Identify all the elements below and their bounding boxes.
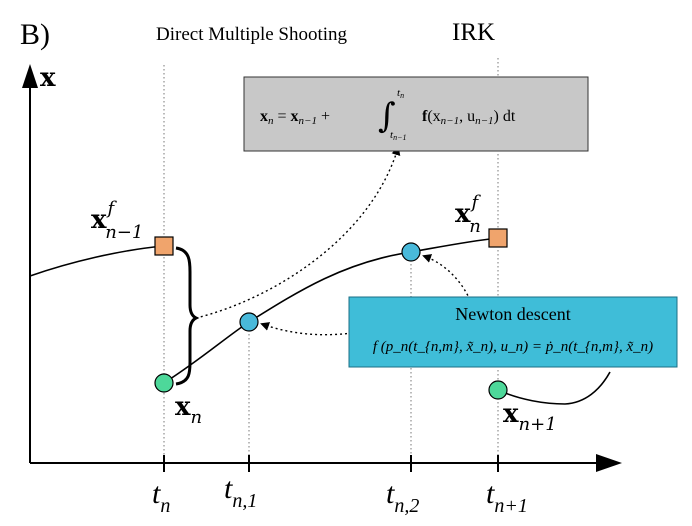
integral-lower-limit: tn−1 <box>390 129 406 142</box>
newton-title: Newton descent <box>455 304 570 324</box>
arrow-newton-to-tn1 <box>260 322 353 336</box>
label-xf-n: xf n <box>455 192 482 237</box>
integral-box-bg <box>243 76 589 152</box>
tick-label-tn1: tn,1 <box>224 472 257 512</box>
integral-sign: ∫ <box>378 96 396 136</box>
newton-descent-box: Newton descent f (p_n(t_{n,m}, x̃_n), u_… <box>348 296 678 368</box>
collocation-node-1 <box>239 312 259 332</box>
shooting-node-xn <box>154 373 174 393</box>
header-direct-multiple-shooting: Direct Multiple Shooting <box>156 24 348 45</box>
integral-formula: xn = xn−1 + <box>260 108 330 127</box>
y-axis-label: x <box>40 63 56 93</box>
trajectory-current <box>163 237 499 384</box>
y-axis-arrowhead <box>22 64 38 88</box>
collocation-node-2 <box>401 242 421 262</box>
end-node-prev-square <box>154 236 174 256</box>
header-irk: IRK <box>452 19 495 46</box>
label-xn: xn <box>175 392 202 428</box>
newton-box-bg <box>348 296 678 368</box>
end-node-n-square <box>488 228 508 248</box>
integral-integrand: f(xn−1, un−1) dt <box>422 108 516 127</box>
panel-label: B) <box>20 18 50 51</box>
label-xf-n-1: xf n−1 <box>91 198 143 243</box>
trajectory-previous <box>29 245 165 277</box>
label-xn+1: xn+1 <box>503 399 557 435</box>
arrow-brace-to-integral <box>195 146 401 319</box>
tick-label-tn+1: tn+1 <box>486 477 528 517</box>
newton-equation: f (p_n(t_{n,m}, x̃_n), u_n) = ṗ_n(t_{n,m… <box>373 339 653 355</box>
integral-upper-limit: tn <box>397 87 404 100</box>
shooting-node-xn+1 <box>488 380 508 400</box>
tick-label-tn: tn <box>152 477 170 517</box>
trajectory-next <box>497 371 611 405</box>
integral-formula-box: xn = xn−1 + ∫ tn tn−1 f(xn−1, un−1) dt <box>243 76 589 152</box>
tick-label-tn2: tn,2 <box>386 477 419 517</box>
x-axis-arrowhead <box>596 454 622 472</box>
arrow-newton-to-tn2 <box>422 254 471 301</box>
